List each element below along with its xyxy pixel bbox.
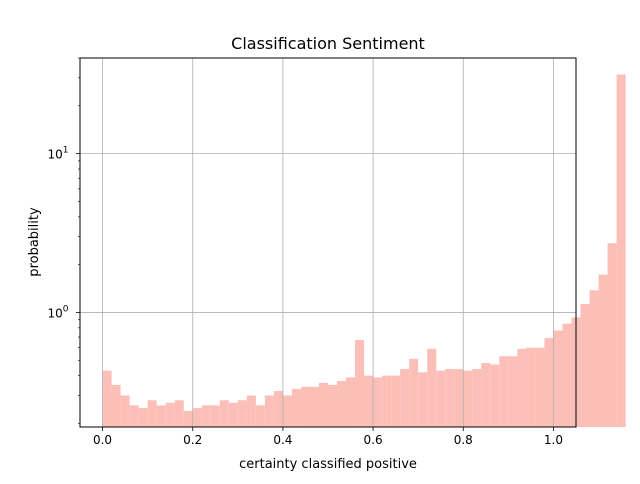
histogram-bar — [264, 395, 274, 427]
histogram-bar — [246, 395, 256, 427]
x-tick-label: 0.6 — [364, 433, 383, 447]
histogram-bar — [282, 395, 292, 427]
histogram-bar — [553, 330, 563, 427]
histogram-bar — [508, 356, 518, 427]
histogram-bar — [291, 388, 301, 427]
histogram-bar — [255, 405, 265, 427]
histogram-bar — [210, 405, 220, 427]
histogram-bar — [183, 410, 193, 427]
x-tick-label: 0.8 — [454, 433, 473, 447]
histogram-bar — [273, 391, 283, 427]
grid-group — [80, 58, 576, 427]
histogram-bar — [490, 364, 500, 427]
histogram-bar — [454, 369, 464, 427]
histogram-bar — [535, 347, 545, 427]
histogram-bar — [355, 340, 365, 427]
histogram-bar — [418, 372, 428, 427]
histogram-bar — [300, 386, 310, 427]
histogram-bar — [598, 274, 608, 427]
histogram-bar — [580, 304, 590, 427]
histogram-bar — [337, 381, 347, 427]
histogram-bar — [328, 384, 338, 427]
histogram-bar — [156, 405, 166, 427]
histogram-bar — [102, 370, 112, 427]
histogram-bar — [237, 400, 247, 427]
histogram-bar — [445, 369, 455, 427]
histogram-bar — [174, 400, 184, 427]
histogram-bar — [391, 375, 401, 427]
histogram-bar — [165, 402, 175, 427]
histogram-bar — [373, 377, 383, 427]
histogram-bar — [382, 375, 392, 427]
y-axis-label: probability — [27, 207, 42, 277]
histogram-bar — [427, 348, 437, 427]
histogram-bar — [400, 369, 410, 427]
x-axis-ticks: 0.0 0.2 0.4 0.6 0.8 1.0 — [93, 427, 563, 447]
histogram-bar — [517, 348, 527, 427]
histogram-bar — [111, 384, 121, 427]
x-tick-label: 0.0 — [93, 433, 112, 447]
histogram-bar — [129, 405, 139, 427]
histogram-bar — [318, 382, 328, 427]
histogram-bar — [309, 386, 319, 427]
x-axis-label: certainty classified positive — [239, 457, 417, 472]
histogram-bar — [589, 290, 599, 427]
x-tick-label: 0.4 — [273, 433, 292, 447]
histogram-bar — [499, 356, 509, 427]
histogram-bar — [436, 370, 446, 427]
chart-title: Classification Sentiment — [231, 34, 425, 53]
histogram-bar — [481, 363, 491, 427]
histogram-bar — [219, 400, 229, 427]
histogram-bar — [526, 347, 536, 427]
plot-frame — [79, 57, 577, 428]
histogram-bar — [616, 74, 626, 427]
histogram-bar — [463, 370, 473, 427]
histogram-bar — [120, 395, 130, 427]
histogram-bar — [472, 369, 482, 427]
histogram-bar — [201, 405, 211, 427]
histogram-bar — [544, 338, 554, 427]
histogram-bar — [346, 377, 356, 427]
histogram-bar — [607, 243, 617, 427]
histogram-bar — [409, 358, 419, 427]
histogram-bar — [228, 402, 238, 427]
histogram-bar — [562, 323, 572, 427]
histogram-bar — [192, 408, 202, 427]
x-tick-label: 1.0 — [544, 433, 563, 447]
bars-group — [102, 74, 626, 427]
x-tick-label: 0.2 — [183, 433, 202, 447]
histogram-bar — [138, 408, 148, 427]
histogram-bar — [364, 375, 374, 427]
histogram-bar — [147, 400, 157, 427]
